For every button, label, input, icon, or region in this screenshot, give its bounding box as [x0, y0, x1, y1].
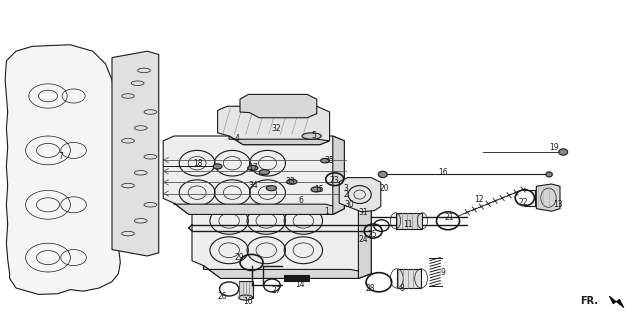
Polygon shape [333, 136, 344, 214]
Polygon shape [358, 197, 371, 278]
Polygon shape [536, 184, 560, 211]
Text: 22: 22 [519, 198, 528, 207]
Text: 29: 29 [234, 253, 244, 262]
Text: 28: 28 [365, 284, 374, 293]
Ellipse shape [248, 165, 258, 171]
Polygon shape [5, 45, 122, 294]
Ellipse shape [213, 164, 222, 169]
Text: 26: 26 [218, 292, 228, 301]
Text: 24: 24 [358, 235, 369, 244]
Polygon shape [174, 203, 344, 214]
Ellipse shape [302, 133, 321, 139]
Polygon shape [218, 106, 330, 145]
Text: 15: 15 [314, 185, 324, 194]
Text: 11: 11 [404, 220, 413, 229]
Bar [396, 213, 422, 229]
Polygon shape [229, 136, 330, 145]
Text: 7: 7 [58, 152, 63, 161]
Text: 4: 4 [234, 134, 239, 143]
Polygon shape [163, 136, 344, 214]
Polygon shape [204, 266, 371, 278]
Text: 2: 2 [343, 190, 348, 199]
Text: 34: 34 [248, 181, 258, 190]
Text: 30: 30 [344, 200, 354, 209]
Ellipse shape [239, 295, 253, 300]
Ellipse shape [559, 149, 568, 155]
Text: 32: 32 [271, 124, 282, 133]
Polygon shape [609, 296, 624, 308]
Text: 5: 5 [311, 131, 316, 140]
Text: 35: 35 [324, 156, 335, 165]
Polygon shape [240, 94, 317, 118]
Polygon shape [339, 178, 381, 212]
Text: 18: 18 [194, 159, 203, 168]
Ellipse shape [546, 172, 552, 177]
Text: 31: 31 [358, 208, 369, 217]
Text: 19: 19 [548, 143, 559, 152]
Text: FR.: FR. [580, 296, 598, 306]
Polygon shape [112, 51, 159, 256]
Ellipse shape [321, 158, 330, 163]
Ellipse shape [287, 179, 297, 184]
Text: 1: 1 [324, 207, 329, 216]
Text: 6: 6 [298, 196, 303, 205]
Text: 33: 33 [285, 177, 295, 186]
Text: 13: 13 [553, 200, 563, 209]
Text: 10: 10 [243, 297, 253, 306]
Polygon shape [192, 197, 371, 278]
Bar [239, 281, 253, 298]
Text: 20: 20 [379, 184, 389, 193]
Text: 12: 12 [474, 195, 483, 204]
Text: 25: 25 [367, 230, 378, 239]
Text: 17: 17 [248, 163, 258, 172]
Text: 23: 23 [329, 176, 339, 185]
Text: 16: 16 [438, 168, 448, 177]
Text: 14: 14 [294, 280, 305, 289]
Ellipse shape [266, 186, 276, 191]
Text: 27: 27 [271, 286, 281, 295]
Ellipse shape [311, 187, 321, 192]
Text: 8: 8 [399, 284, 404, 293]
Text: 9: 9 [440, 268, 445, 277]
Bar [284, 275, 309, 281]
Text: 3: 3 [343, 184, 348, 193]
Bar [397, 269, 421, 288]
Ellipse shape [259, 170, 269, 175]
Text: 21: 21 [445, 213, 454, 222]
Ellipse shape [378, 171, 387, 178]
